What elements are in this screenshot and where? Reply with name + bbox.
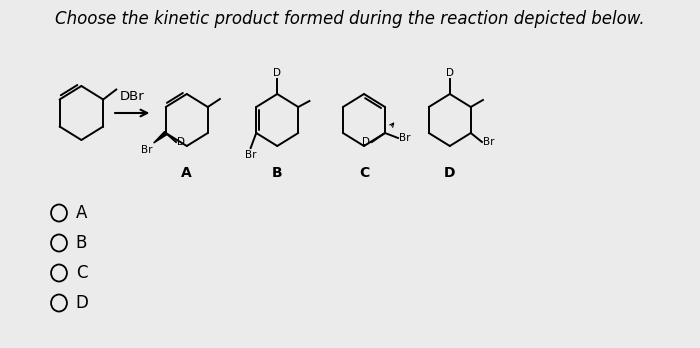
Text: Choose the kinetic product formed during the reaction depicted below.: Choose the kinetic product formed during… xyxy=(55,10,645,28)
Text: D: D xyxy=(76,294,89,312)
Text: Br: Br xyxy=(483,137,494,147)
Polygon shape xyxy=(154,132,167,143)
Text: B: B xyxy=(76,234,88,252)
Text: A: A xyxy=(76,204,88,222)
Text: A: A xyxy=(181,166,193,180)
Text: D: D xyxy=(177,137,185,147)
Text: Br: Br xyxy=(245,150,256,160)
Text: C: C xyxy=(359,166,369,180)
Text: D: D xyxy=(446,68,454,78)
Text: D: D xyxy=(362,137,370,147)
Text: Br: Br xyxy=(141,145,153,155)
Text: DBr: DBr xyxy=(120,90,145,103)
Text: Br: Br xyxy=(399,133,410,143)
Text: D: D xyxy=(444,166,456,180)
Text: C: C xyxy=(76,264,88,282)
Text: B: B xyxy=(272,166,283,180)
Text: D: D xyxy=(273,68,281,78)
